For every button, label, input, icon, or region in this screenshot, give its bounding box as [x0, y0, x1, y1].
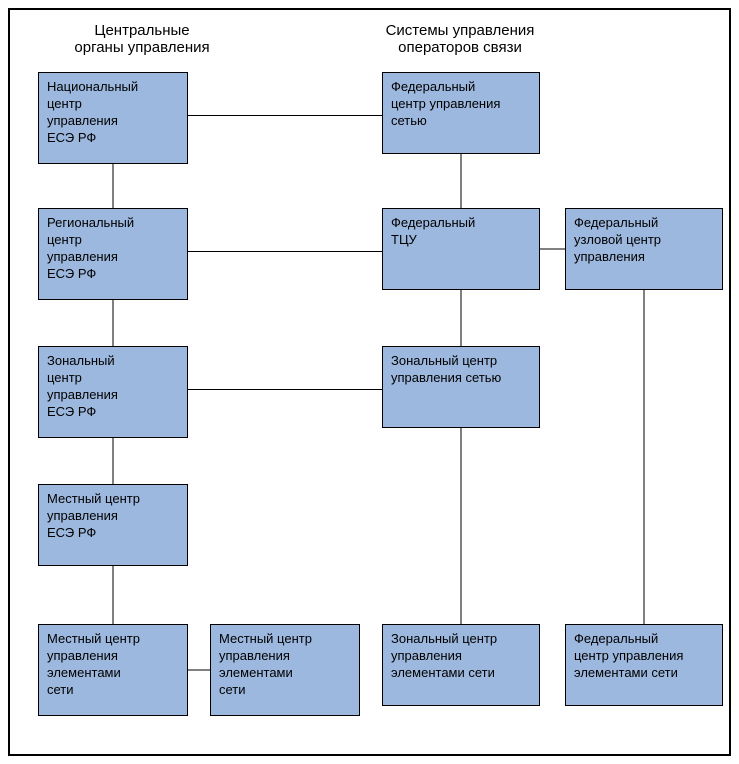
column-header-h1: Центральные органы управления	[32, 22, 252, 56]
node-n6: Зональный центр управления ЕСЭ РФ	[38, 346, 188, 438]
node-n4: Федеральный ТЦУ	[382, 208, 540, 290]
node-n12: Федеральный центр управления элементами …	[565, 624, 723, 706]
node-n10: Местный центр управления элементами сети	[210, 624, 360, 716]
node-n8: Местный центр управления ЕСЭ РФ	[38, 484, 188, 566]
node-n3: Региональный центр управления ЕСЭ РФ	[38, 208, 188, 300]
column-header-h2: Системы управления операторов связи	[330, 22, 590, 56]
node-n11: Зональный центр управления элементами се…	[382, 624, 540, 706]
diagram-frame: Центральные органы управления Системы упр…	[8, 8, 731, 756]
node-n2: Федеральный центр управления сетью	[382, 72, 540, 154]
node-n5: Федеральный узловой центр управления	[565, 208, 723, 290]
node-n1: Национальный центр управления ЕСЭ РФ	[38, 72, 188, 164]
node-n9: Местный центр управления элементами сети	[38, 624, 188, 716]
node-n7: Зональный центр управления сетью	[382, 346, 540, 428]
